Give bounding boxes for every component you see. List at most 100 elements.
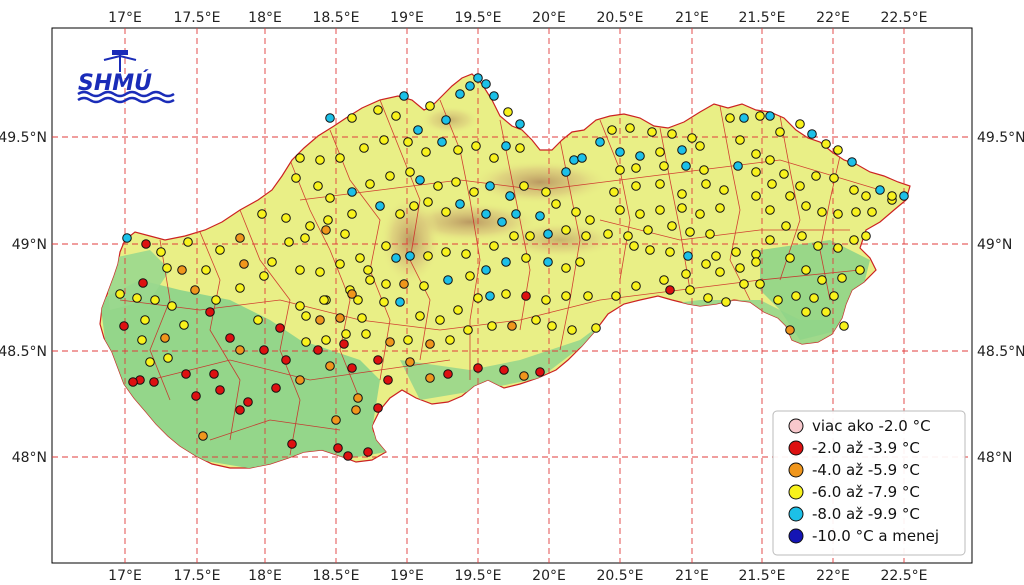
legend-label: -8.0 až -9.9 °C <box>812 505 920 523</box>
station-marker <box>379 297 389 307</box>
station-marker <box>615 165 625 175</box>
station-marker <box>323 215 333 225</box>
station-marker <box>739 113 749 123</box>
station-marker <box>645 245 655 255</box>
station-marker <box>519 181 529 191</box>
station-marker <box>473 293 483 303</box>
legend-label: -10.0 °C a menej <box>812 527 939 545</box>
station-marker <box>665 285 675 295</box>
station-marker <box>685 285 695 295</box>
station-marker <box>455 199 465 209</box>
station-marker <box>167 301 177 311</box>
graticule <box>52 28 972 563</box>
station-marker <box>443 369 453 379</box>
station-marker <box>295 153 305 163</box>
lon-tick-label-bottom: 21.5°E <box>738 568 785 584</box>
station-marker <box>415 311 425 321</box>
lon-tick-label-top: 18°E <box>248 10 282 26</box>
station-marker <box>821 307 831 317</box>
lon-tick-label-bottom: 17°E <box>108 568 142 584</box>
station-marker <box>347 187 357 197</box>
station-marker <box>755 279 765 289</box>
station-marker <box>341 329 351 339</box>
lon-tick-label-top: 21.5°E <box>738 10 785 26</box>
station-marker <box>721 297 731 307</box>
station-marker <box>132 293 142 303</box>
station-marker <box>415 175 425 185</box>
station-marker <box>635 151 645 161</box>
station-marker <box>365 179 375 189</box>
station-marker <box>585 215 595 225</box>
station-marker <box>681 161 691 171</box>
station-marker <box>295 375 305 385</box>
station-marker <box>631 181 641 191</box>
station-marker <box>507 321 517 331</box>
station-marker <box>275 323 285 333</box>
station-marker <box>531 315 541 325</box>
station-marker <box>441 247 451 257</box>
station-marker <box>655 147 665 157</box>
station-marker <box>849 235 859 245</box>
station-marker <box>403 335 413 345</box>
station-marker <box>347 209 357 219</box>
legend-label: -2.0 až -3.9 °C <box>812 439 920 457</box>
station-marker <box>453 145 463 155</box>
district-border <box>499 119 531 331</box>
station-marker <box>137 335 147 345</box>
station-marker <box>205 307 215 317</box>
station-marker <box>515 143 525 153</box>
station-marker <box>315 155 325 165</box>
station-marker <box>413 125 423 135</box>
district-border <box>779 115 801 281</box>
station-marker <box>801 307 811 317</box>
station-marker <box>715 267 725 277</box>
station-marker <box>381 279 391 289</box>
station-marker <box>785 253 795 263</box>
lat-tick-label-left: 48.5°N <box>0 344 47 360</box>
station-marker <box>441 115 451 125</box>
district-border <box>289 159 361 401</box>
station-marker <box>501 289 511 299</box>
station-marker <box>347 289 357 299</box>
district-border <box>329 129 391 381</box>
station-marker <box>163 353 173 363</box>
station-marker <box>683 251 693 261</box>
station-marker <box>515 119 525 129</box>
station-marker <box>583 291 593 301</box>
station-marker <box>701 179 711 189</box>
station-marker <box>519 371 529 381</box>
shmu-logo: SHMÚ <box>77 50 175 104</box>
station-marker <box>215 245 225 255</box>
station-marker <box>625 123 635 133</box>
station-marker <box>687 133 697 143</box>
station-marker <box>425 101 435 111</box>
station-marker <box>149 377 159 387</box>
station-marker <box>899 191 909 201</box>
station-marker <box>177 265 187 275</box>
station-marker <box>765 235 775 245</box>
station-marker <box>363 447 373 457</box>
station-marker <box>809 293 819 303</box>
station-marker <box>183 237 193 247</box>
station-marker <box>140 315 150 325</box>
station-marker <box>335 313 345 323</box>
station-marker <box>699 165 709 175</box>
station-marker <box>119 321 129 331</box>
station-marker <box>603 229 613 239</box>
station-marker <box>485 291 495 301</box>
lat-tick-label-right: 48.5°N <box>977 344 1024 360</box>
station-marker <box>365 275 375 285</box>
lat-tick-label-right: 48°N <box>977 450 1012 466</box>
station-markers <box>115 73 909 461</box>
station-marker <box>659 161 669 171</box>
station-marker <box>463 325 473 335</box>
station-marker <box>300 233 310 243</box>
station-marker <box>259 271 269 281</box>
station-marker <box>849 185 859 195</box>
station-marker <box>353 295 363 305</box>
station-marker <box>677 145 687 155</box>
station-marker <box>811 171 821 181</box>
station-marker <box>340 229 350 239</box>
station-marker <box>561 263 571 273</box>
